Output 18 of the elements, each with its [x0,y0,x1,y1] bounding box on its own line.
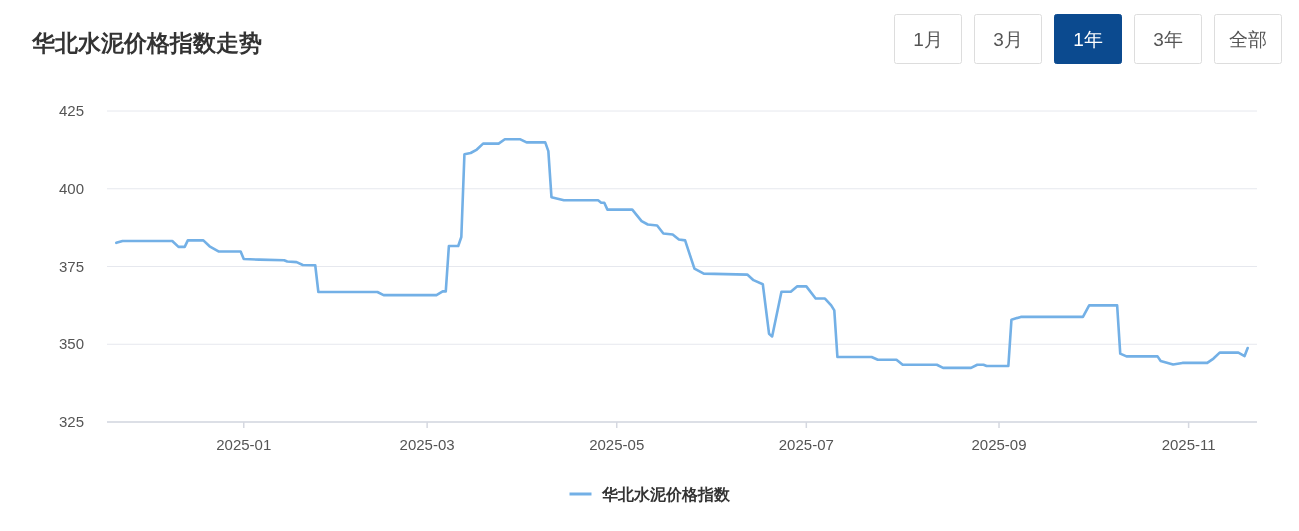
y-tick-label: 325 [58,413,84,430]
x-tick-label: 2025-03 [399,436,455,453]
x-tick-label: 2025-05 [589,436,645,453]
legend-label: 华北水泥价格指数 [601,486,730,503]
range-button: 3月 [974,14,1042,64]
y-tick-label: 375 [58,257,84,275]
range-button: 3年 [1134,14,1202,64]
range-button: 1年 [1054,14,1122,64]
x-tick-label: 2025-07 [778,436,834,453]
y-tick-label: 425 [58,102,84,119]
chart-title: 华北水泥价格指数走势 [32,30,262,56]
range-button: 全部 [1214,14,1282,64]
x-tick-label: 2025-09 [971,436,1027,453]
y-tick-label: 350 [58,335,84,353]
range-button: 1月 [894,14,962,64]
y-tick-label: 400 [58,179,84,197]
x-tick-label: 2025-11 [1161,436,1216,453]
x-tick-label: 2025-01 [216,436,272,453]
